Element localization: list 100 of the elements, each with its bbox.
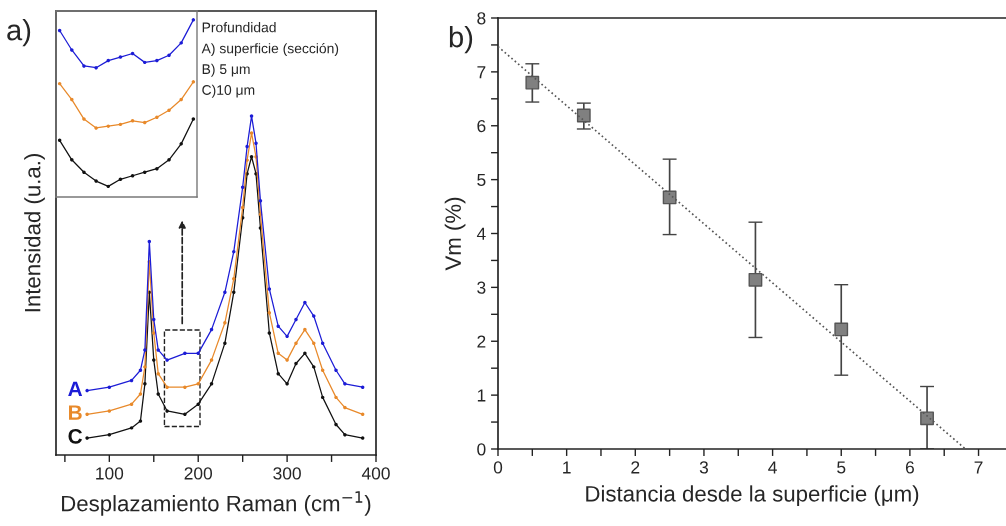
point [155,58,159,63]
point [245,144,249,149]
point [82,64,86,68]
point [285,358,289,362]
point [343,405,347,410]
point [576,108,591,123]
series-label: B [69,405,82,420]
y-axis-title: Intensidad (u.a.) [24,154,45,312]
point [138,419,143,423]
point [85,388,89,393]
point [85,436,89,440]
point [165,385,169,389]
point [147,239,152,244]
text: C)10 μm [202,84,255,98]
point [240,205,245,210]
x-tick-label: 2 [631,461,640,474]
point [183,351,187,356]
point [285,382,289,386]
point [94,65,98,70]
point [94,126,98,130]
point [183,385,187,389]
point [320,395,325,400]
x-tick-label: 1 [563,461,571,474]
text: A) superficie (sección) [201,42,339,57]
point [130,51,135,56]
point [143,120,147,125]
point [267,310,272,315]
point [249,155,254,159]
y-tick-label: 7 [477,66,486,79]
point [57,28,62,33]
point [320,368,325,372]
point [191,117,196,121]
point [118,122,123,127]
point [129,426,134,430]
point [834,322,849,337]
point [285,334,289,339]
series-label: C [68,428,83,444]
x-tick-label: 7 [974,461,983,474]
x-tick-label: 300 [273,467,301,480]
point [223,290,227,295]
point [525,75,540,90]
point [223,321,227,325]
point [254,141,258,145]
point [143,382,147,386]
series-label: A [68,381,83,396]
point [152,317,156,322]
point [152,358,156,362]
point [196,402,200,406]
point [258,199,263,203]
point [107,432,112,437]
point [360,412,365,417]
point [143,348,147,352]
point [57,138,62,143]
point [118,177,123,182]
point [70,97,74,102]
point [143,170,147,174]
y-tick-label: 8 [477,12,486,25]
point [191,18,196,22]
point [343,382,347,386]
point [155,115,159,120]
point [129,402,134,406]
point [85,412,89,417]
point [303,300,307,305]
point [267,287,272,291]
point [209,327,214,332]
y-tick-label: 0 [477,443,486,456]
x-tick-label: 100 [96,467,124,480]
point [106,124,110,128]
point [312,314,316,318]
point [360,385,365,389]
point [343,432,347,437]
x-axis-title: Desplazamiento Raman (cm$^{−1}$) [62,491,371,516]
point [223,341,227,345]
x-tick-label: 3 [699,461,709,474]
point [143,60,147,65]
y-axis-title: Vm (%) [444,197,466,271]
point [165,409,169,413]
point [334,368,338,372]
text: Profundidad [202,22,276,33]
point [167,108,171,112]
point [232,249,236,254]
text: B) 5 μm [202,63,250,77]
x-tick-label: 0 [493,461,503,474]
point [82,170,86,174]
point [156,348,160,352]
point [191,80,196,84]
point [303,327,307,332]
point [155,166,159,171]
point [209,382,214,386]
point [240,185,245,189]
y-tick-label: 4 [476,227,486,240]
point [294,341,298,345]
y-tick-label: 6 [477,119,486,133]
point [167,158,171,162]
x-axis-title: Distancia desde la superficie (μm) [586,485,919,507]
y-tick-label: 2 [477,335,486,348]
point [156,392,160,396]
point [107,409,112,413]
point [167,53,171,58]
point [183,412,187,417]
